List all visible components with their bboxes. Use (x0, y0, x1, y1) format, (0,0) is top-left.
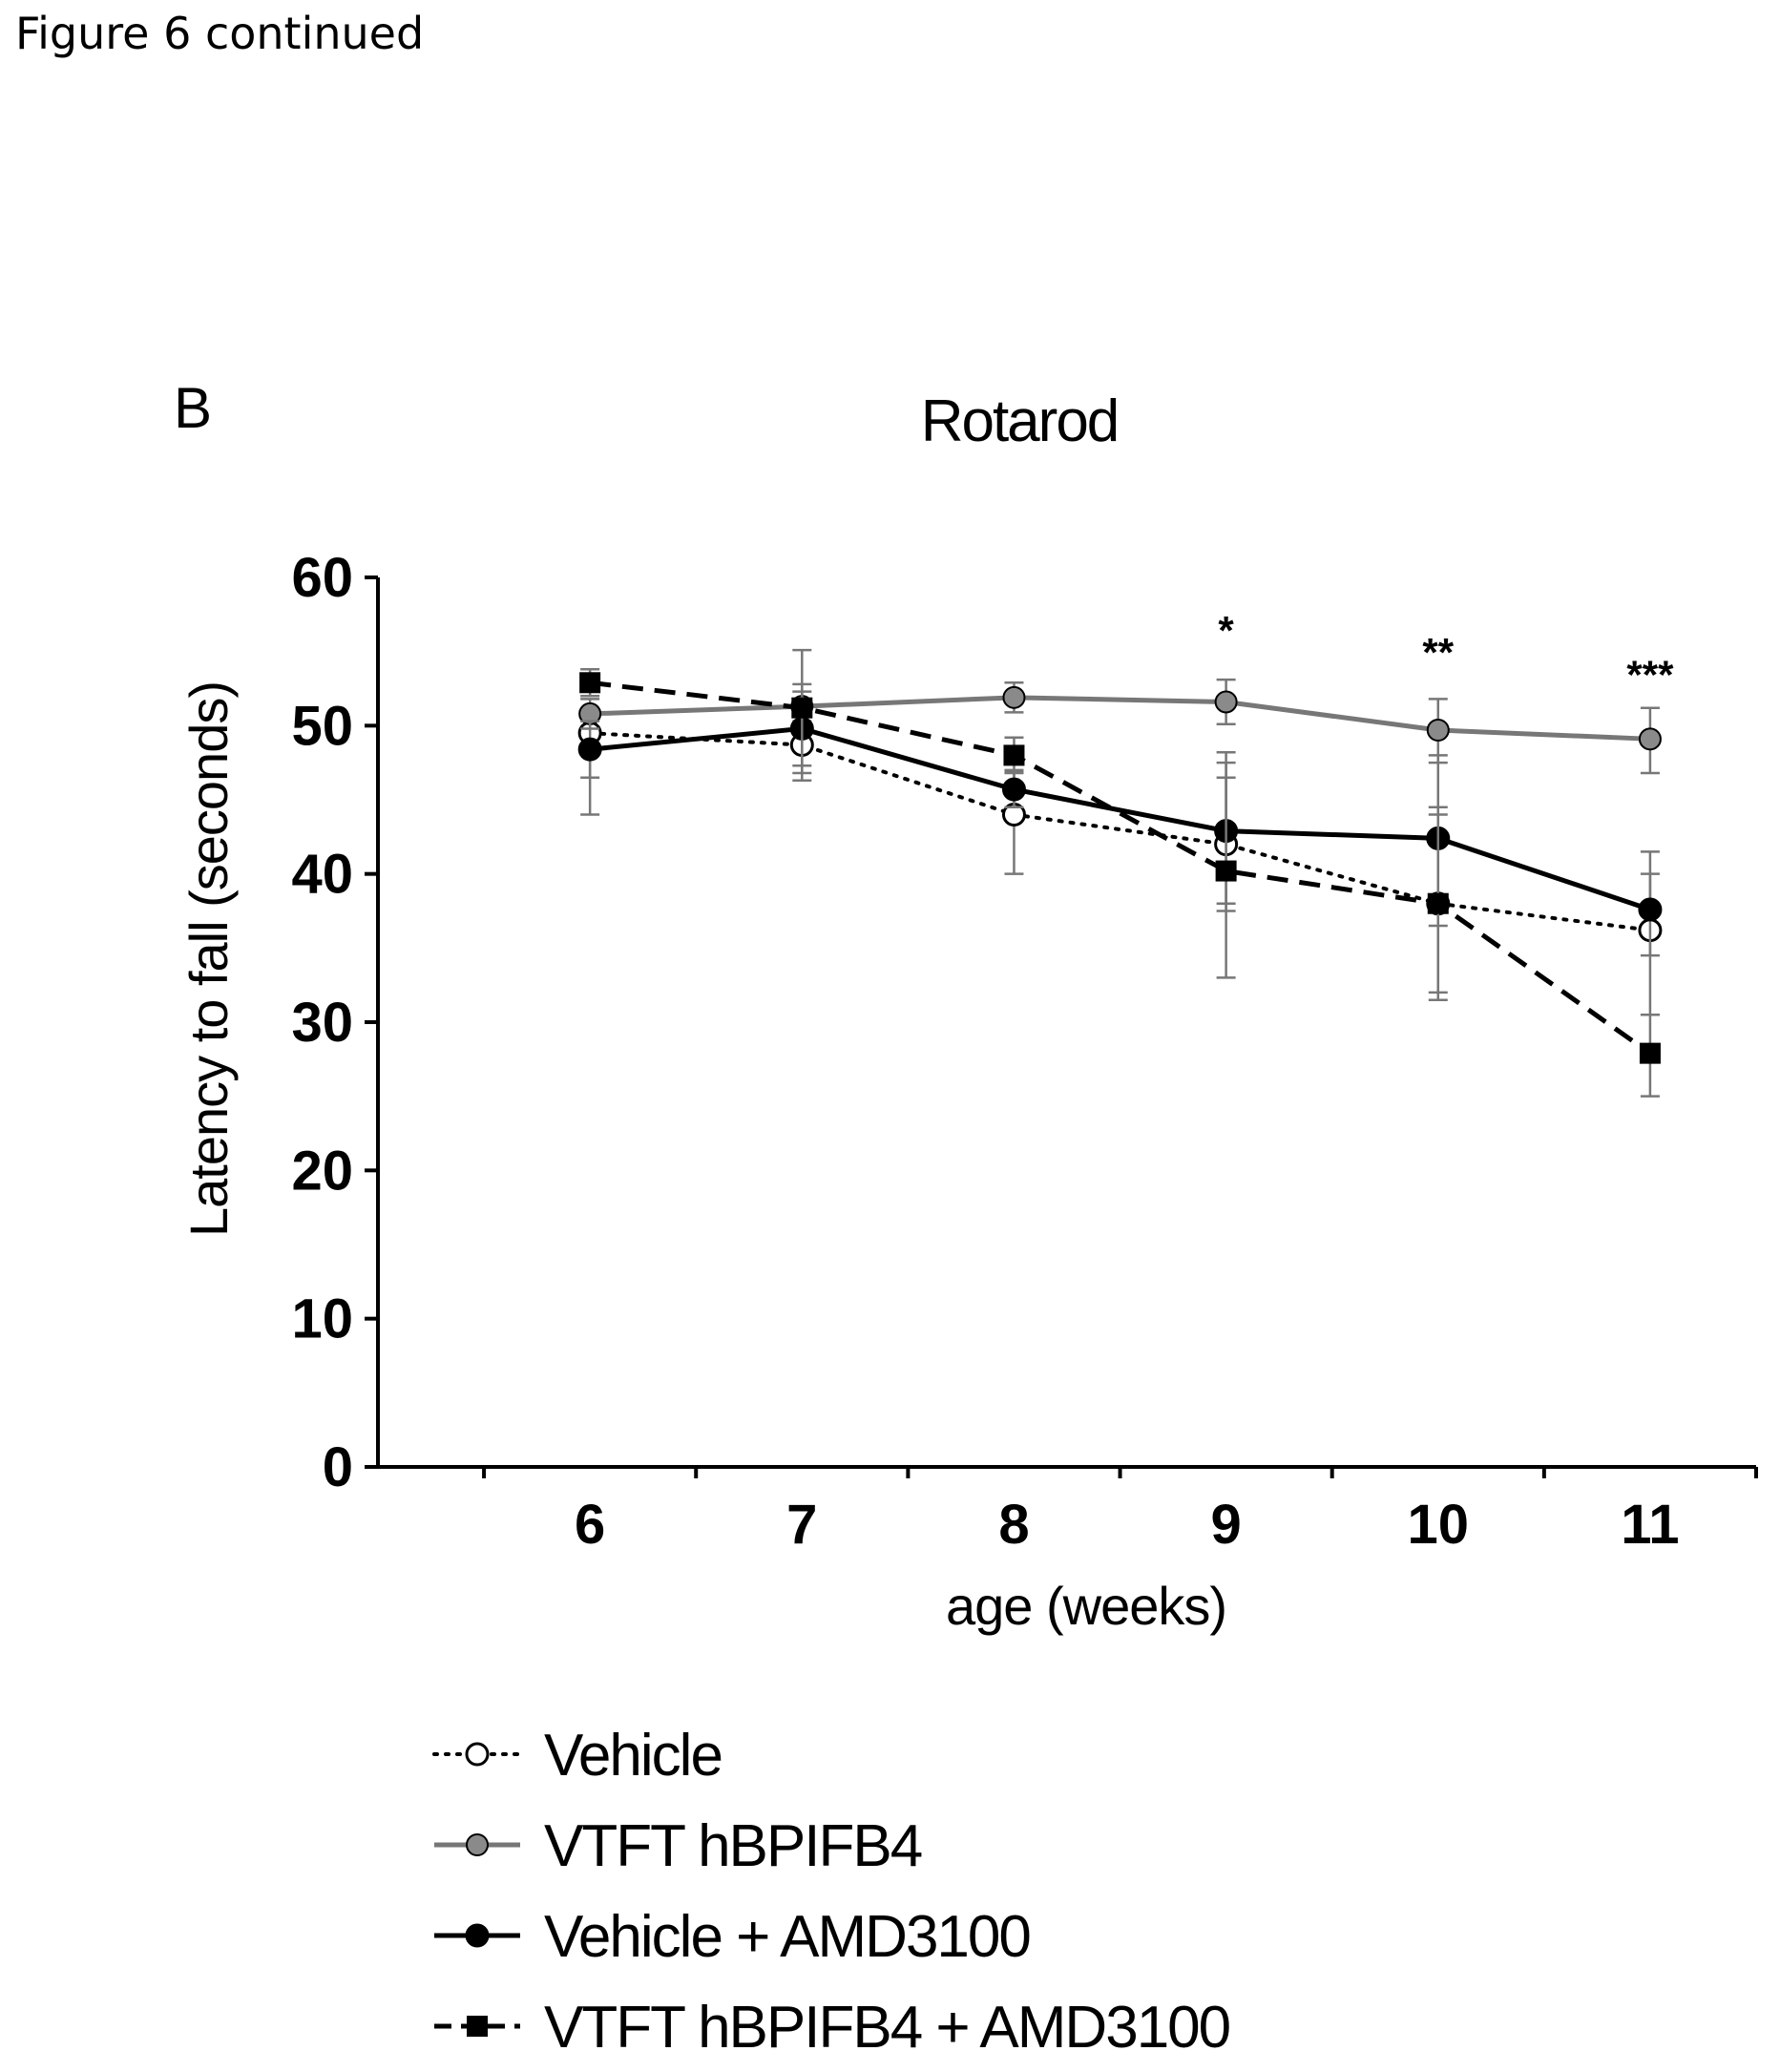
series-line (589, 725, 1651, 912)
panel-label: B (174, 376, 212, 440)
legend-marker (465, 1742, 490, 1767)
legend-label: VTFT hBPIFB4 (544, 1813, 922, 1879)
y-axis-ticks: 0 10 20 30 40 50 60 (291, 547, 378, 1498)
legend-item: Vehicle + AMD3100 (434, 1904, 1032, 1970)
significance-marker: * (1218, 608, 1234, 653)
significance-marker: *** (1626, 653, 1674, 698)
y-tick-label: 10 (291, 1288, 353, 1350)
x-axis-label: age (weeks) (946, 1576, 1226, 1636)
series-layer (577, 648, 1663, 1098)
data-point (1426, 718, 1450, 742)
legend-marker (467, 2016, 488, 2037)
series-line (589, 680, 1652, 1056)
legend: Vehicle VTFT hBPIFB4 Vehicle + AMD3100 VTFT… (432, 1723, 1232, 2061)
legend-item: VTFT hBPIFB4 (434, 1813, 924, 1879)
legend-marker (466, 1833, 489, 1856)
series-1 (577, 709, 1663, 1016)
legend-marker (465, 1923, 490, 1948)
y-tick-label: 20 (291, 1140, 353, 1202)
y-tick-label: 40 (291, 844, 353, 906)
data-point (1001, 777, 1026, 802)
legend-label: Vehicle + AMD3100 (544, 1904, 1030, 1970)
legend-item: VTFT hBPIFB4 + AMD3100 (434, 1995, 1232, 2061)
x-axis-ticks: 6 7 8 9 10 11 (482, 1467, 1758, 1556)
data-point (1427, 892, 1449, 914)
x-tick-label: 8 (998, 1494, 1029, 1556)
data-point (1003, 744, 1025, 766)
data-point (1215, 860, 1237, 882)
y-tick-label: 0 (323, 1436, 353, 1498)
series-2 (578, 678, 1662, 775)
y-tick-label: 50 (291, 695, 353, 757)
legend-label: Vehicle (544, 1723, 722, 1789)
legend-item: Vehicle (432, 1723, 723, 1789)
legend-label: VTFT hBPIFB4 + AMD3100 (544, 1995, 1230, 2061)
significance-marker: ** (1422, 630, 1454, 675)
x-tick-label: 9 (1210, 1494, 1241, 1556)
y-axis-label: Latency to fall (seconds) (178, 681, 239, 1237)
data-point (579, 672, 601, 694)
y-tick-label: 60 (291, 547, 353, 609)
data-point (577, 737, 602, 762)
data-point (1639, 1042, 1661, 1064)
figure-caption: Figure 6 continued (15, 8, 425, 59)
chart-title: Rotarod (921, 388, 1119, 454)
series-line (588, 731, 1652, 932)
y-tick-label: 30 (291, 992, 353, 1054)
x-tick-label: 7 (786, 1494, 817, 1556)
significance-annotations: * ** *** (1218, 608, 1674, 698)
series-line (590, 695, 1651, 742)
series-3 (577, 682, 1663, 957)
data-point (1638, 727, 1662, 751)
data-point (791, 697, 813, 719)
x-tick-label: 10 (1408, 1494, 1470, 1556)
data-point (1214, 690, 1238, 714)
x-tick-label: 11 (1621, 1494, 1679, 1556)
data-point (1638, 897, 1663, 922)
series-4 (579, 648, 1661, 1098)
data-point (1002, 685, 1026, 709)
x-tick-label: 6 (575, 1494, 605, 1556)
